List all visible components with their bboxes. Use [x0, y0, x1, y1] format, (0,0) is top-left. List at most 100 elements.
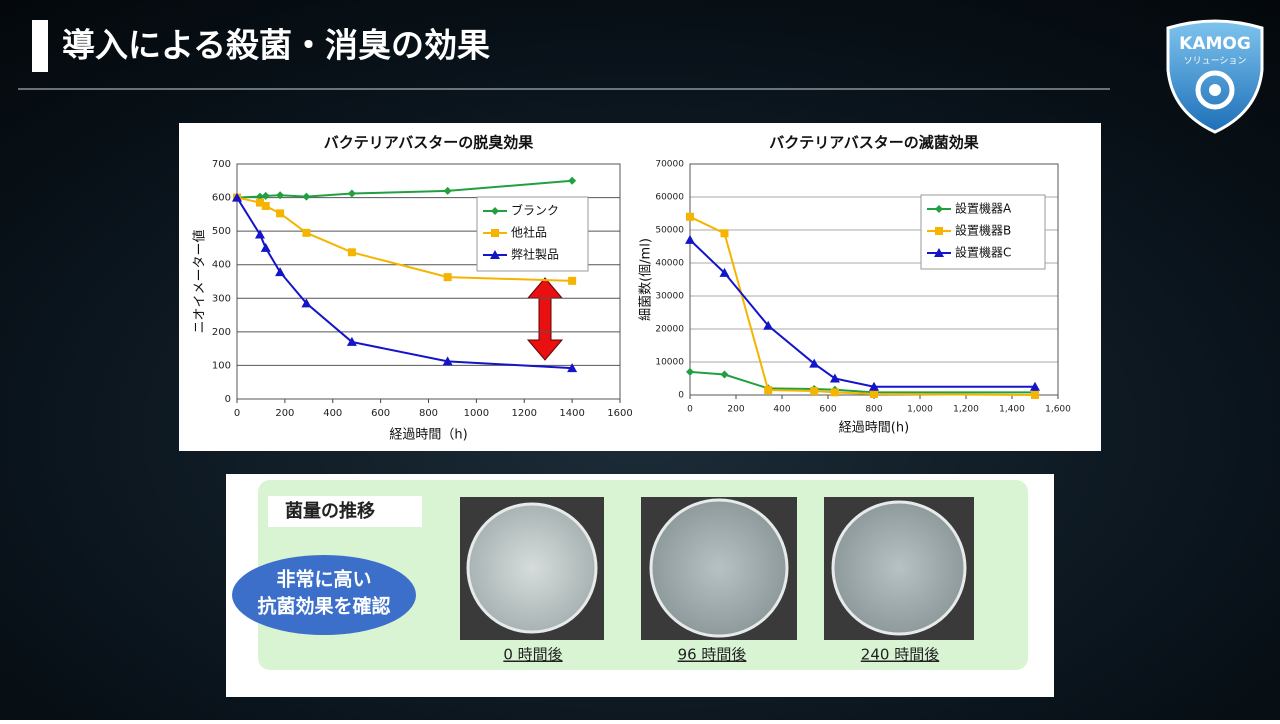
chart-panel	[179, 123, 1101, 451]
petri-dish	[831, 500, 967, 636]
y-tick-label: 500	[212, 226, 231, 237]
x-tick-label: 400	[323, 408, 342, 419]
y-tick-label: 0	[678, 391, 684, 401]
y-tick-label: 0	[225, 394, 231, 405]
marker	[764, 386, 773, 395]
marker	[261, 191, 270, 200]
marker	[810, 387, 819, 396]
x-axis-label: 経過時間（h)	[389, 428, 467, 443]
marker	[935, 205, 943, 213]
legend-label: 設置機器B	[955, 223, 1011, 238]
chart-title: バクテリアバスターの滅菌効果	[769, 134, 979, 152]
callout	[232, 555, 416, 635]
logo-shield	[1166, 19, 1264, 134]
logo-sub: ソリューション	[1184, 57, 1247, 67]
y-tick-label: 400	[212, 260, 231, 271]
x-tick-label: 1,000	[907, 405, 933, 415]
petri-dish	[649, 498, 789, 638]
marker	[260, 242, 271, 252]
y-tick-label: 700	[212, 159, 231, 170]
x-tick-label: 1,200	[953, 405, 979, 415]
marker	[232, 192, 242, 202]
callout-line: 非常に高い	[276, 568, 371, 591]
y-tick-label: 30000	[655, 292, 684, 302]
marker	[567, 363, 578, 373]
marker	[275, 267, 286, 277]
marker	[830, 388, 839, 397]
legend-label: 設置機器A	[955, 201, 1012, 216]
y-tick-label: 100	[212, 360, 231, 371]
marker	[302, 192, 311, 201]
marker	[935, 227, 943, 235]
x-tick-label: 800	[865, 405, 882, 415]
x-tick-label: 800	[419, 408, 438, 419]
marker	[720, 370, 729, 379]
legend-label: 弊社製品	[511, 247, 559, 262]
marker	[346, 336, 357, 346]
marker	[442, 356, 453, 366]
marker	[686, 367, 694, 376]
legend-label: 設置機器C	[955, 245, 1011, 260]
x-axis-label: 経過時間(h)	[839, 421, 909, 436]
y-tick-label: 200	[212, 327, 231, 338]
marker	[719, 267, 730, 277]
callout-line: 抗菌効果を確認	[257, 595, 390, 618]
x-tick-label: 1400	[559, 408, 584, 419]
photos	[460, 497, 974, 640]
marker	[686, 212, 694, 221]
legend-label: ブランク	[511, 203, 559, 218]
marker	[869, 381, 879, 391]
marker	[276, 209, 285, 218]
photo-caption: 96 時間後	[678, 646, 747, 664]
x-tick-label: 1600	[607, 408, 632, 419]
panel-title-box	[268, 496, 422, 527]
marker	[491, 207, 499, 215]
plot-frame	[236, 163, 621, 400]
legend-label: 他社品	[511, 225, 547, 240]
slide-title: 導入による殺菌・消臭の効果	[62, 26, 490, 65]
marker	[568, 276, 577, 285]
marker	[302, 228, 311, 237]
y-tick-label: 50000	[655, 226, 684, 236]
logo-brand: KAMOG	[1179, 34, 1251, 54]
x-tick-label: 1200	[512, 408, 537, 419]
x-tick-label: 600	[819, 405, 836, 415]
marker	[809, 358, 820, 368]
marker	[1030, 381, 1040, 391]
x-tick-label: 400	[773, 405, 790, 415]
chart-title: バクテリアバスターの脱臭効果	[324, 134, 534, 152]
marker	[254, 229, 265, 239]
x-tick-label: 1000	[464, 408, 489, 419]
marker	[829, 373, 840, 383]
x-tick-label: 0	[687, 405, 693, 415]
x-tick-label: 1,600	[1045, 405, 1071, 415]
logo: KAMOG ソリューション	[1166, 19, 1264, 134]
marker	[261, 201, 270, 210]
x-tick-label: 200	[727, 405, 744, 415]
marker	[568, 176, 577, 185]
marker	[347, 189, 356, 198]
y-axis-label: 細菌数(個/ml)	[639, 238, 654, 321]
marker	[685, 234, 695, 244]
y-tick-label: 300	[212, 293, 231, 304]
marker	[490, 250, 500, 259]
y-tick-label: 600	[212, 193, 231, 204]
x-tick-label: 1,400	[999, 405, 1025, 415]
y-tick-label: 40000	[655, 259, 684, 269]
marker	[763, 320, 774, 330]
petri-dish	[466, 502, 598, 634]
marker	[276, 191, 285, 200]
marker	[934, 248, 944, 257]
marker	[301, 298, 312, 308]
x-tick-label: 600	[371, 408, 390, 419]
y-tick-label: 60000	[655, 193, 684, 203]
marker	[347, 248, 356, 257]
marker	[720, 229, 729, 238]
x-tick-label: 0	[234, 408, 240, 419]
x-tick-label: 200	[275, 408, 294, 419]
y-tick-label: 10000	[655, 358, 684, 368]
marker	[491, 229, 499, 237]
marker	[255, 192, 264, 201]
marker	[1031, 391, 1039, 399]
